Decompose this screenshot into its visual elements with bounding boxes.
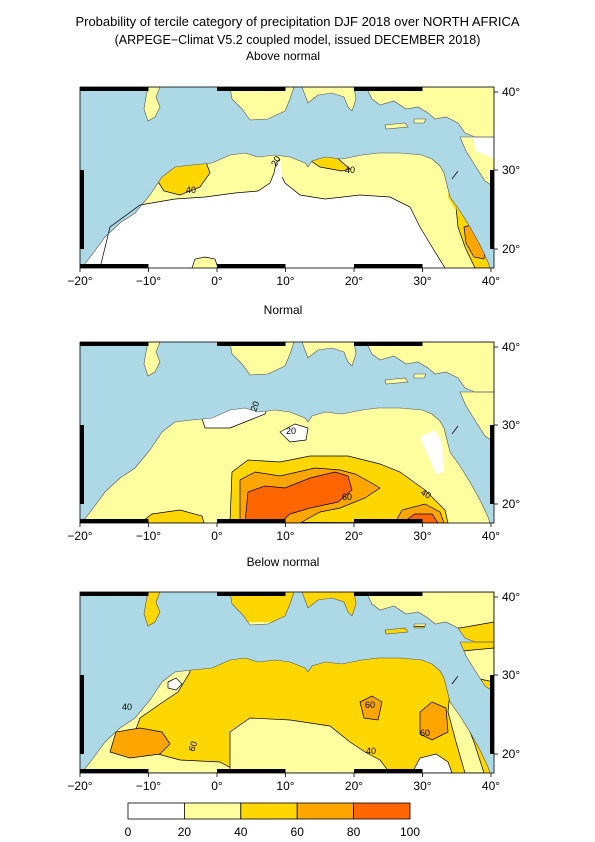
lat-label: 40°: [502, 590, 520, 604]
frame-segment: [80, 425, 84, 504]
frame-segment: [217, 592, 286, 596]
frame-segment: [80, 342, 149, 346]
frame-segment: [80, 592, 149, 596]
panel-title-above-normal: Above normal: [245, 49, 321, 63]
map-frame: [79, 341, 495, 524]
frame-segment: [354, 264, 423, 268]
lon-label: −20°: [67, 529, 92, 543]
lon-label: 40°: [482, 779, 500, 793]
frame-segment: [217, 87, 286, 91]
lat-label: 40°: [502, 340, 520, 354]
frame-segment: [80, 170, 84, 249]
frame-segment: [80, 769, 149, 773]
lon-label: −10°: [136, 274, 161, 288]
contour-label: 20: [286, 426, 296, 436]
map-frame: [79, 591, 495, 774]
lat-label: 30°: [502, 163, 520, 177]
lon-label: 10°: [276, 274, 294, 288]
colorbar-swatch: [127, 802, 185, 820]
frame-segment: [80, 87, 149, 91]
figure-title: Probability of tercile category of preci…: [75, 14, 520, 29]
lat-label: 30°: [502, 418, 520, 432]
lon-label: 0°: [211, 529, 223, 543]
map-frame: [79, 86, 495, 269]
lon-label: 30°: [413, 529, 431, 543]
map-panel-below-normal: 40 60 60 60 40: [80, 592, 494, 773]
map-panel-normal: 20 20 60 40: [80, 342, 494, 523]
frame-segment: [354, 592, 423, 596]
contour-label: 40: [345, 165, 355, 175]
lon-label: −20°: [67, 779, 92, 793]
lon-label: 20°: [345, 779, 363, 793]
colorbar-tick-label: 80: [347, 825, 361, 839]
contour-label: 40: [419, 487, 433, 501]
colorbar-tick-label: 60: [291, 825, 305, 839]
lon-label: 30°: [413, 779, 431, 793]
frame-segment: [354, 87, 423, 91]
lon-label: −20°: [67, 274, 92, 288]
colorbar-swatch: [183, 802, 242, 820]
frame-segment: [80, 519, 149, 523]
panel-title-normal: Normal: [263, 303, 303, 317]
lon-label: 0°: [211, 274, 223, 288]
lat-label: 20°: [502, 242, 520, 256]
contour-label: 60: [342, 492, 352, 502]
contour-label: 40: [186, 185, 196, 195]
colorbar-swatch: [353, 802, 411, 820]
lat-label: 30°: [502, 668, 520, 682]
frame-segment: [490, 425, 494, 504]
lon-label: 10°: [276, 529, 294, 543]
colorbar-tick-label: 100: [400, 825, 420, 839]
panel-title-below-normal: Below normal: [246, 555, 320, 569]
contour-label: 60: [365, 700, 375, 710]
lat-label: 20°: [502, 497, 520, 511]
frame-segment: [490, 675, 494, 754]
frame-segment: [354, 769, 423, 773]
colorbar: 0 20 40 60 80 100: [125, 802, 420, 839]
frame-segment: [490, 170, 494, 249]
frame-segment: [217, 342, 286, 346]
lon-label: 10°: [276, 779, 294, 793]
map-frames: 40° 30° 20° −20° −10° 0° 10° 20° 30° 40° 40° 30° 20°…: [67, 85, 520, 793]
colorbar-tick-label: 40: [234, 825, 248, 839]
figure-subtitle: (ARPEGE−Climat V5.2 coupled model, issue…: [114, 33, 481, 47]
lon-label: 40°: [482, 274, 500, 288]
lon-label: −10°: [136, 529, 161, 543]
lat-label: 40°: [502, 85, 520, 99]
frame-segment: [217, 769, 286, 773]
map-panel-above-normal: 20 40 40: [80, 87, 494, 268]
frame-segment: [80, 264, 149, 268]
lat-label: 20°: [502, 747, 520, 761]
colorbar-tick-label: 0: [125, 825, 132, 839]
lon-label: 30°: [413, 274, 431, 288]
colorbar-tick-label: 20: [178, 825, 192, 839]
colorbar-swatch: [296, 802, 355, 820]
contour-label: 60: [186, 740, 199, 753]
frame-segment: [354, 342, 423, 346]
frame-segment: [217, 519, 286, 523]
lon-label: −10°: [136, 779, 161, 793]
contour-label: 60: [420, 728, 430, 738]
contour-label: 40: [366, 746, 376, 756]
frame-segment: [354, 519, 423, 523]
contour-label: 40: [122, 702, 132, 712]
lon-label: 0°: [211, 779, 223, 793]
lon-label: 20°: [345, 274, 363, 288]
frame-segment: [80, 675, 84, 754]
contour-label: 20: [248, 400, 261, 413]
contour-label: 20: [269, 154, 283, 168]
colorbar-swatch: [240, 802, 298, 820]
lon-label: 40°: [482, 529, 500, 543]
frame-segment: [217, 264, 286, 268]
lon-label: 20°: [345, 529, 363, 543]
